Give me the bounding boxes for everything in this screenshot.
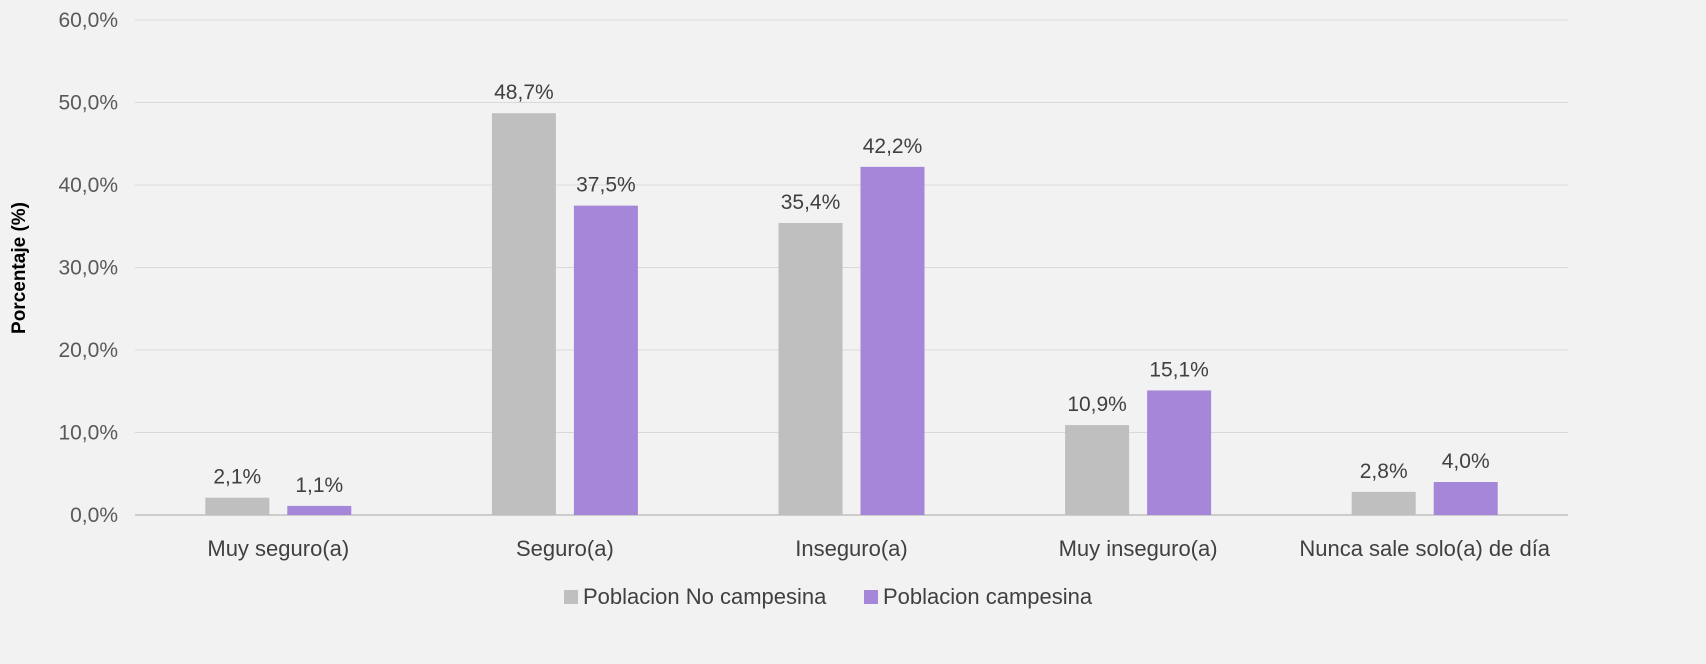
legend-label: Poblacion campesina — [883, 584, 1093, 609]
y-tick-label: 50,0% — [58, 92, 118, 115]
y-axis-ticks: 0,0% 10,0% 20,0% 30,0% 40,0% 50,0% 60,0% — [58, 9, 118, 527]
y-tick-label: 10,0% — [58, 422, 118, 445]
data-label: 1,1% — [295, 474, 343, 497]
y-tick-label: 30,0% — [58, 257, 118, 280]
x-category-label: Muy inseguro(a) — [1059, 536, 1218, 561]
y-tick-label: 40,0% — [58, 174, 118, 197]
data-label: 15,1% — [1149, 358, 1209, 381]
legend-swatch — [864, 590, 878, 604]
bars — [205, 113, 1498, 515]
data-label: 37,5% — [576, 174, 636, 197]
y-axis-label: Porcentaje (%) — [9, 202, 30, 334]
bar — [860, 166, 925, 515]
data-label: 42,2% — [863, 135, 923, 158]
bar — [573, 205, 638, 515]
x-axis-categories: Muy seguro(a) Seguro(a) Inseguro(a) Muy ins… — [207, 536, 1550, 561]
data-label: 2,8% — [1360, 460, 1408, 483]
gridlines — [135, 19, 1568, 516]
bar — [1065, 425, 1130, 515]
x-category-label: Nunca sale solo(a) de día — [1299, 536, 1550, 561]
y-tick-label: 0,0% — [70, 504, 118, 527]
legend-label: Poblacion No campesina — [583, 584, 827, 609]
y-tick-label: 60,0% — [58, 9, 118, 32]
legend: Poblacion No campesina Poblacion campesin… — [564, 584, 1093, 609]
data-label: 2,1% — [213, 466, 261, 489]
data-label: 4,0% — [1442, 450, 1490, 473]
bar — [1433, 482, 1498, 515]
data-label: 10,9% — [1067, 393, 1127, 416]
legend-swatch — [564, 590, 578, 604]
data-label: 48,7% — [494, 81, 554, 104]
y-tick-label: 20,0% — [58, 339, 118, 362]
x-category-label: Inseguro(a) — [795, 536, 908, 561]
x-category-label: Muy seguro(a) — [207, 536, 349, 561]
bar — [287, 505, 352, 515]
bar — [778, 222, 843, 515]
bar — [205, 497, 270, 515]
bar — [491, 113, 556, 515]
data-labels: 2,1% 1,1% 48,7% 37,5% 35,4% 42,2% 10,9% 15,1% 2,… — [213, 81, 1489, 497]
bar — [1351, 491, 1416, 515]
data-label: 35,4% — [781, 191, 841, 214]
x-category-label: Seguro(a) — [516, 536, 614, 561]
bar — [1147, 390, 1212, 515]
